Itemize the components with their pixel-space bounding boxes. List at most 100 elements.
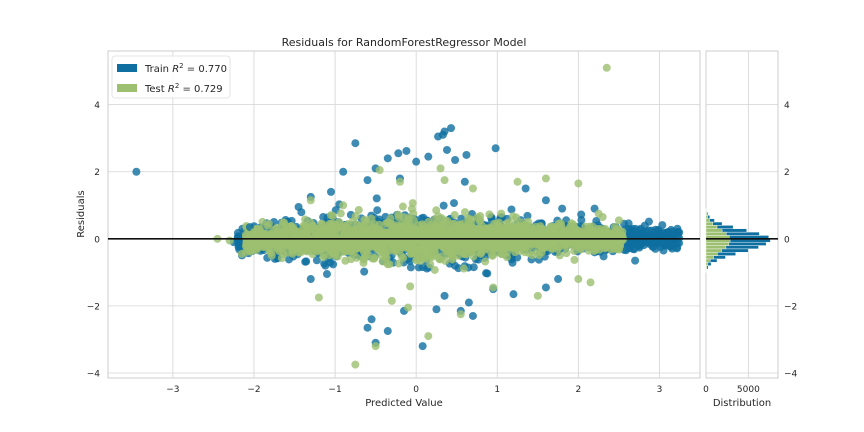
test-outlier-point bbox=[436, 164, 445, 173]
test-point bbox=[301, 221, 310, 230]
test-point bbox=[362, 247, 371, 256]
test-point bbox=[461, 208, 470, 217]
test-point bbox=[473, 224, 482, 233]
test-point bbox=[377, 230, 386, 239]
y-tick-label: 0 bbox=[94, 235, 100, 245]
test-hist-bar bbox=[705, 225, 718, 229]
test-point bbox=[591, 245, 600, 254]
test-point bbox=[259, 242, 268, 251]
test-hist-bar bbox=[705, 221, 713, 226]
test-point bbox=[459, 264, 468, 273]
test-hist-bar bbox=[705, 248, 722, 253]
x-tick-labels: −3 −2 −1 0 1 2 3 bbox=[166, 385, 662, 395]
test-point bbox=[264, 219, 273, 228]
hist-y-tick-label: −2 bbox=[784, 302, 797, 312]
test-point bbox=[528, 251, 537, 260]
test-hist-bar bbox=[705, 245, 727, 250]
test-point bbox=[328, 212, 337, 221]
test-point bbox=[404, 215, 413, 224]
test-point bbox=[475, 242, 484, 251]
test-point bbox=[337, 236, 346, 245]
test-point bbox=[362, 217, 371, 226]
test-point bbox=[319, 253, 328, 262]
train-point bbox=[406, 263, 415, 272]
hist-x-tick-label: 5000 bbox=[737, 385, 760, 395]
train-point bbox=[439, 201, 448, 210]
train-outlier-point bbox=[509, 290, 518, 299]
test-point bbox=[370, 219, 379, 228]
x-tick-label: −2 bbox=[247, 385, 260, 395]
test-point bbox=[431, 246, 440, 255]
test-point bbox=[267, 248, 276, 257]
test-outlier-point bbox=[404, 303, 413, 312]
x-axis-label: Predicted Value bbox=[365, 398, 443, 409]
train-outlier-point bbox=[306, 275, 315, 284]
test-point bbox=[294, 248, 303, 257]
test-point bbox=[325, 219, 334, 228]
test-point bbox=[483, 238, 492, 247]
test-point bbox=[595, 227, 604, 236]
train-point bbox=[312, 256, 321, 265]
test-point bbox=[242, 242, 251, 251]
test-point bbox=[550, 227, 559, 236]
test-point bbox=[562, 249, 571, 258]
test-outlier-point bbox=[371, 342, 380, 351]
test-point bbox=[370, 253, 379, 262]
test-hist-bar bbox=[705, 241, 730, 246]
train-point bbox=[577, 216, 586, 225]
test-outlier-point bbox=[489, 283, 498, 292]
train-point bbox=[650, 236, 659, 245]
test-point bbox=[466, 227, 475, 236]
train-outlier-point bbox=[639, 229, 648, 238]
y-tick-label: 2 bbox=[94, 168, 100, 178]
test-point bbox=[574, 242, 583, 251]
y-tick-label: −2 bbox=[87, 302, 100, 312]
train-point bbox=[482, 269, 491, 278]
train-outlier-point bbox=[339, 167, 348, 176]
test-point bbox=[376, 245, 385, 254]
test-point bbox=[301, 215, 310, 224]
test-point bbox=[265, 231, 274, 240]
x-tick-label: 3 bbox=[657, 385, 663, 395]
test-point bbox=[607, 230, 616, 239]
test-point bbox=[416, 256, 425, 265]
test-hist-bar bbox=[705, 228, 723, 233]
y-tick-label: −4 bbox=[87, 369, 101, 379]
test-point bbox=[557, 236, 566, 245]
train-point bbox=[320, 259, 329, 268]
train-outlier-point bbox=[434, 132, 443, 141]
test-outlier-point bbox=[339, 201, 348, 210]
test-point bbox=[581, 239, 590, 248]
test-outlier-point bbox=[306, 196, 315, 205]
train-outlier-point bbox=[367, 315, 376, 324]
test-hist-bar bbox=[705, 231, 727, 236]
test-point bbox=[481, 257, 490, 266]
x-tick-label: −3 bbox=[166, 385, 179, 395]
train-outlier-point bbox=[442, 145, 451, 154]
train-outlier-point bbox=[468, 311, 477, 320]
test-point bbox=[523, 226, 532, 235]
test-hist-bar bbox=[705, 262, 709, 266]
test-point bbox=[567, 219, 576, 228]
test-point bbox=[341, 256, 350, 265]
train-outlier-point bbox=[412, 157, 421, 166]
distribution-bars bbox=[705, 208, 771, 273]
test-point bbox=[562, 229, 571, 238]
test-point bbox=[348, 247, 357, 256]
train-outlier-point bbox=[521, 184, 530, 193]
test-point bbox=[318, 226, 327, 235]
test-point bbox=[391, 245, 400, 254]
train-outlier-point bbox=[671, 239, 680, 248]
test-point bbox=[302, 228, 311, 237]
train-outlier-point bbox=[233, 233, 242, 242]
test-hist-bar bbox=[705, 255, 714, 260]
test-point bbox=[497, 250, 506, 259]
test-point bbox=[426, 260, 435, 269]
test-point bbox=[386, 239, 395, 248]
test-point bbox=[433, 240, 442, 249]
test-point bbox=[602, 242, 611, 251]
train-point bbox=[644, 217, 653, 226]
legend-label-test: Test R2 = 0.729 bbox=[144, 82, 223, 95]
test-point bbox=[497, 209, 506, 218]
test-point bbox=[430, 265, 439, 274]
